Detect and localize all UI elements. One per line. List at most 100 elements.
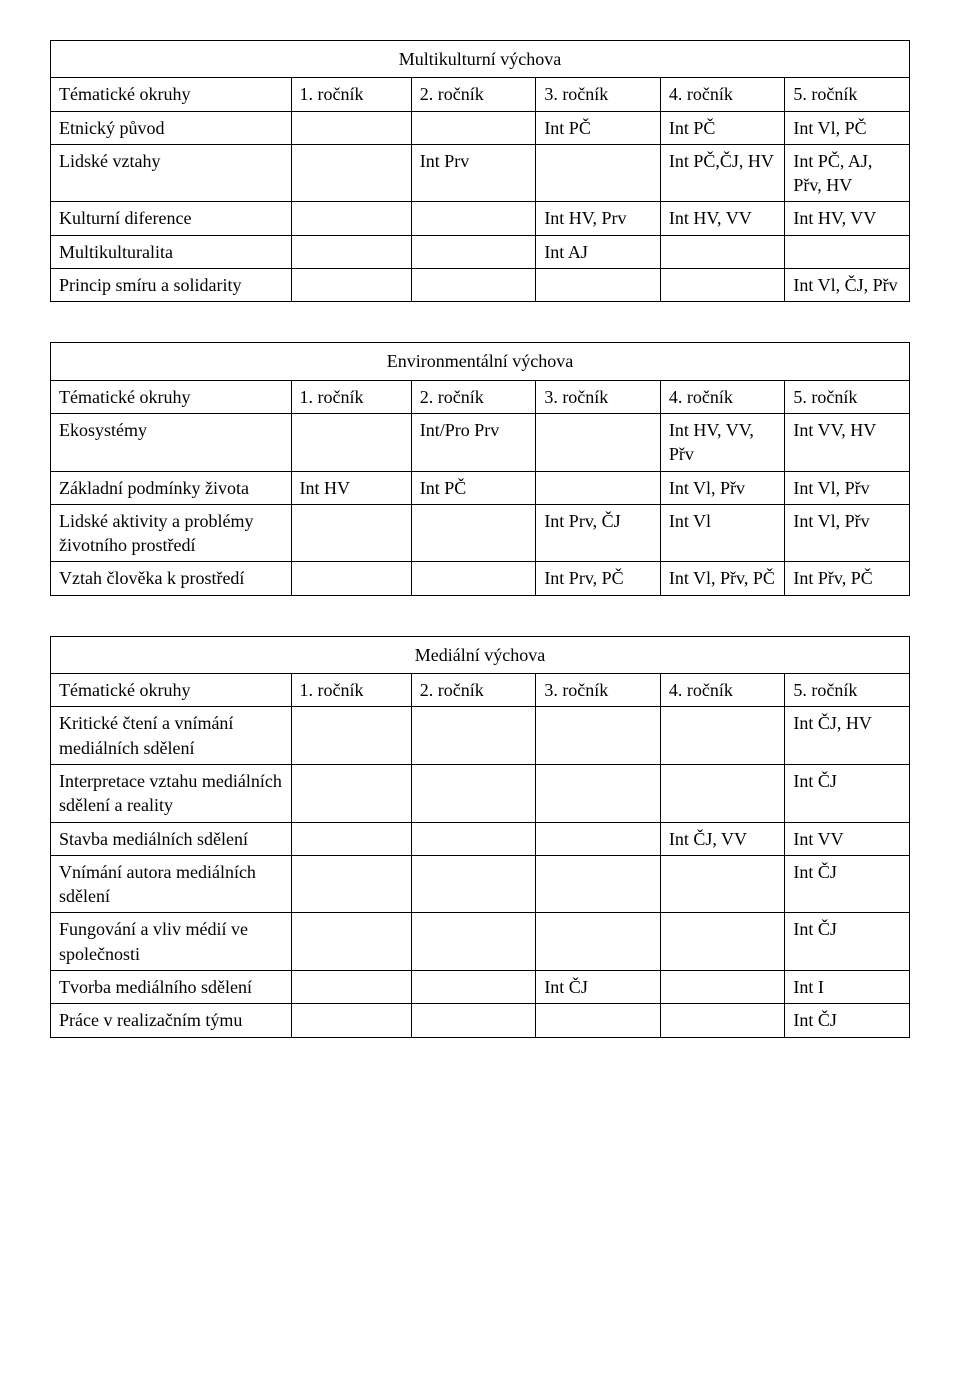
table-title: Multikulturní výchova — [51, 41, 910, 78]
row-topic-cell: Multikulturalita — [51, 235, 292, 268]
row-data-cell: Int Prv, ČJ — [536, 504, 661, 562]
row-data-cell — [411, 504, 536, 562]
row-topic-cell: Kulturní diference — [51, 202, 292, 235]
row-topic-cell: Vnímání autora mediálních sdělení — [51, 855, 292, 913]
row-data-cell — [536, 269, 661, 302]
table-row: Stavba mediálních sděleníInt ČJ, VVInt V… — [51, 822, 910, 855]
table-header-row: Tématické okruhy1. ročník2. ročník3. roč… — [51, 380, 910, 413]
row-topic-cell: Ekosystémy — [51, 413, 292, 471]
row-data-cell — [291, 413, 411, 471]
row-data-cell: Int Vl — [660, 504, 785, 562]
column-header: 3. ročník — [536, 78, 661, 111]
row-data-cell — [411, 822, 536, 855]
row-data-cell — [291, 971, 411, 1004]
table-row: Práce v realizačním týmu Int ČJ — [51, 1004, 910, 1037]
row-data-cell — [536, 471, 661, 504]
table-row: Princip smíru a solidarity Int Vl, ČJ, Př… — [51, 269, 910, 302]
row-data-cell: Int Prv, PČ — [536, 562, 661, 595]
row-topic-cell: Lidské aktivity a problémy životního pro… — [51, 504, 292, 562]
column-header: 3. ročník — [536, 674, 661, 707]
row-data-cell — [660, 707, 785, 765]
row-data-cell — [291, 562, 411, 595]
row-data-cell: Int Prv — [411, 144, 536, 202]
row-data-cell: Int ČJ — [785, 855, 910, 913]
table-row: Kulturní diferenceInt HV, PrvInt HV, VVI… — [51, 202, 910, 235]
row-topic-cell: Princip smíru a solidarity — [51, 269, 292, 302]
row-data-cell: Int/Pro Prv — [411, 413, 536, 471]
column-header: 5. ročník — [785, 380, 910, 413]
row-data-cell — [411, 1004, 536, 1037]
row-data-cell — [536, 1004, 661, 1037]
row-data-cell: Int PČ — [536, 111, 661, 144]
row-data-cell — [411, 202, 536, 235]
column-header: 4. ročník — [660, 674, 785, 707]
table-row: Tvorba mediálního sděleníInt ČJInt I — [51, 971, 910, 1004]
table-row: MultikulturalitaInt AJ — [51, 235, 910, 268]
table-row: Základní podmínky životaInt HVInt PČInt … — [51, 471, 910, 504]
row-data-cell — [660, 971, 785, 1004]
column-header-topic: Tématické okruhy — [51, 674, 292, 707]
row-data-cell: Int Přv, PČ — [785, 562, 910, 595]
row-data-cell — [291, 144, 411, 202]
row-data-cell — [536, 413, 661, 471]
row-topic-cell: Základní podmínky života — [51, 471, 292, 504]
row-topic-cell: Stavba mediálních sdělení — [51, 822, 292, 855]
row-data-cell — [411, 562, 536, 595]
row-data-cell — [291, 707, 411, 765]
row-data-cell: Int HV — [291, 471, 411, 504]
column-header: 1. ročník — [291, 674, 411, 707]
row-data-cell: Int Vl, Přv — [660, 471, 785, 504]
row-data-cell — [536, 913, 661, 971]
column-header: 5. ročník — [785, 674, 910, 707]
column-header: 1. ročník — [291, 380, 411, 413]
row-data-cell — [411, 111, 536, 144]
row-data-cell — [536, 822, 661, 855]
table-header-row: Tématické okruhy1. ročník2. ročník3. roč… — [51, 674, 910, 707]
column-header: 3. ročník — [536, 380, 661, 413]
table-title: Environmentální výchova — [51, 343, 910, 380]
row-data-cell — [536, 144, 661, 202]
row-data-cell: Int I — [785, 971, 910, 1004]
row-data-cell: Int HV, VV — [660, 202, 785, 235]
row-data-cell — [536, 707, 661, 765]
row-data-cell: Int HV, VV — [785, 202, 910, 235]
row-data-cell — [785, 235, 910, 268]
row-data-cell — [291, 202, 411, 235]
row-data-cell: Int ČJ, VV — [660, 822, 785, 855]
column-header: 5. ročník — [785, 78, 910, 111]
row-data-cell: Int ČJ — [536, 971, 661, 1004]
row-topic-cell: Etnický původ — [51, 111, 292, 144]
row-data-cell — [660, 913, 785, 971]
row-data-cell — [411, 971, 536, 1004]
row-data-cell — [411, 913, 536, 971]
row-data-cell — [411, 764, 536, 822]
row-data-cell — [660, 764, 785, 822]
table-row: Interpretace vztahu mediálních sdělení a… — [51, 764, 910, 822]
row-data-cell — [411, 235, 536, 268]
row-data-cell — [291, 764, 411, 822]
row-data-cell — [291, 269, 411, 302]
row-data-cell — [536, 855, 661, 913]
curriculum-table: Multikulturní výchovaTématické okruhy1. … — [50, 40, 910, 302]
table-row: Vztah člověka k prostředíInt Prv, PČInt … — [51, 562, 910, 595]
row-data-cell: Int Vl, Přv — [785, 471, 910, 504]
column-header: 2. ročník — [411, 380, 536, 413]
row-data-cell: Int ČJ — [785, 1004, 910, 1037]
row-data-cell: Int ČJ, HV — [785, 707, 910, 765]
row-data-cell: Int HV, Prv — [536, 202, 661, 235]
row-topic-cell: Interpretace vztahu mediálních sdělení a… — [51, 764, 292, 822]
row-data-cell — [291, 913, 411, 971]
row-topic-cell: Kritické čtení a vnímání mediálních sděl… — [51, 707, 292, 765]
row-data-cell: Int PČ, AJ, Přv, HV — [785, 144, 910, 202]
row-topic-cell: Práce v realizačním týmu — [51, 1004, 292, 1037]
row-data-cell — [291, 504, 411, 562]
column-header-topic: Tématické okruhy — [51, 380, 292, 413]
row-data-cell: Int Vl, ČJ, Přv — [785, 269, 910, 302]
table-row: Kritické čtení a vnímání mediálních sděl… — [51, 707, 910, 765]
table-row: Lidské vztahyInt PrvInt PČ,ČJ, HVInt PČ,… — [51, 144, 910, 202]
column-header: 4. ročník — [660, 380, 785, 413]
table-row: Lidské aktivity a problémy životního pro… — [51, 504, 910, 562]
column-header: 4. ročník — [660, 78, 785, 111]
curriculum-table: Environmentální výchovaTématické okruhy1… — [50, 342, 910, 595]
curriculum-table: Mediální výchovaTématické okruhy1. roční… — [50, 636, 910, 1038]
